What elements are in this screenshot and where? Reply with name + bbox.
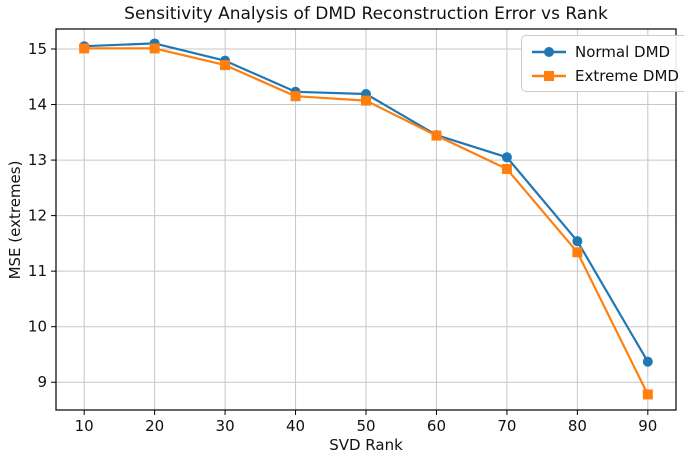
x-tick-label: 90 [638,417,657,435]
y-tick-label: 10 [28,318,47,336]
legend-label-extreme-dmd: Extreme DMD [575,66,679,85]
x-axis-label: SVD Rank [329,436,403,454]
x-tick-label: 20 [145,417,164,435]
x-tick-labels: 10 20 30 40 50 60 70 80 90 [75,417,658,435]
extreme-dmd-line-marker-icon [532,70,566,81]
legend-label-normal-dmd: Normal DMD [575,42,671,61]
normal-dmd-line-marker-icon [532,46,566,57]
x-tick-label: 50 [356,417,375,435]
chart-title: Sensitivity Analysis of DMD Reconstructi… [124,4,608,24]
x-tick-label: 60 [427,417,446,435]
x-tick-label: 30 [216,417,235,435]
axis-ticks [51,48,649,415]
y-tick-label: 15 [28,40,47,58]
y-tick-label: 14 [28,96,47,114]
extreme-dmd-markers [79,43,653,400]
y-tick-label: 12 [28,207,47,225]
x-tick-label: 40 [286,417,305,435]
y-tick-label: 11 [28,262,47,280]
x-tick-label: 70 [497,417,516,435]
legend-item-extreme-dmd: Extreme DMD [531,65,679,86]
y-tick-label: 9 [37,373,47,391]
y-tick-label: 13 [28,151,47,169]
x-tick-label: 10 [75,417,94,435]
legend-item-normal-dmd: Normal DMD [531,41,679,62]
x-tick-label: 80 [568,417,587,435]
y-axis-label: MSE (extremes) [6,160,24,280]
y-tick-labels: 9 10 11 12 13 14 15 [28,40,47,391]
legend: Normal DMD Extreme DMD [521,35,684,92]
